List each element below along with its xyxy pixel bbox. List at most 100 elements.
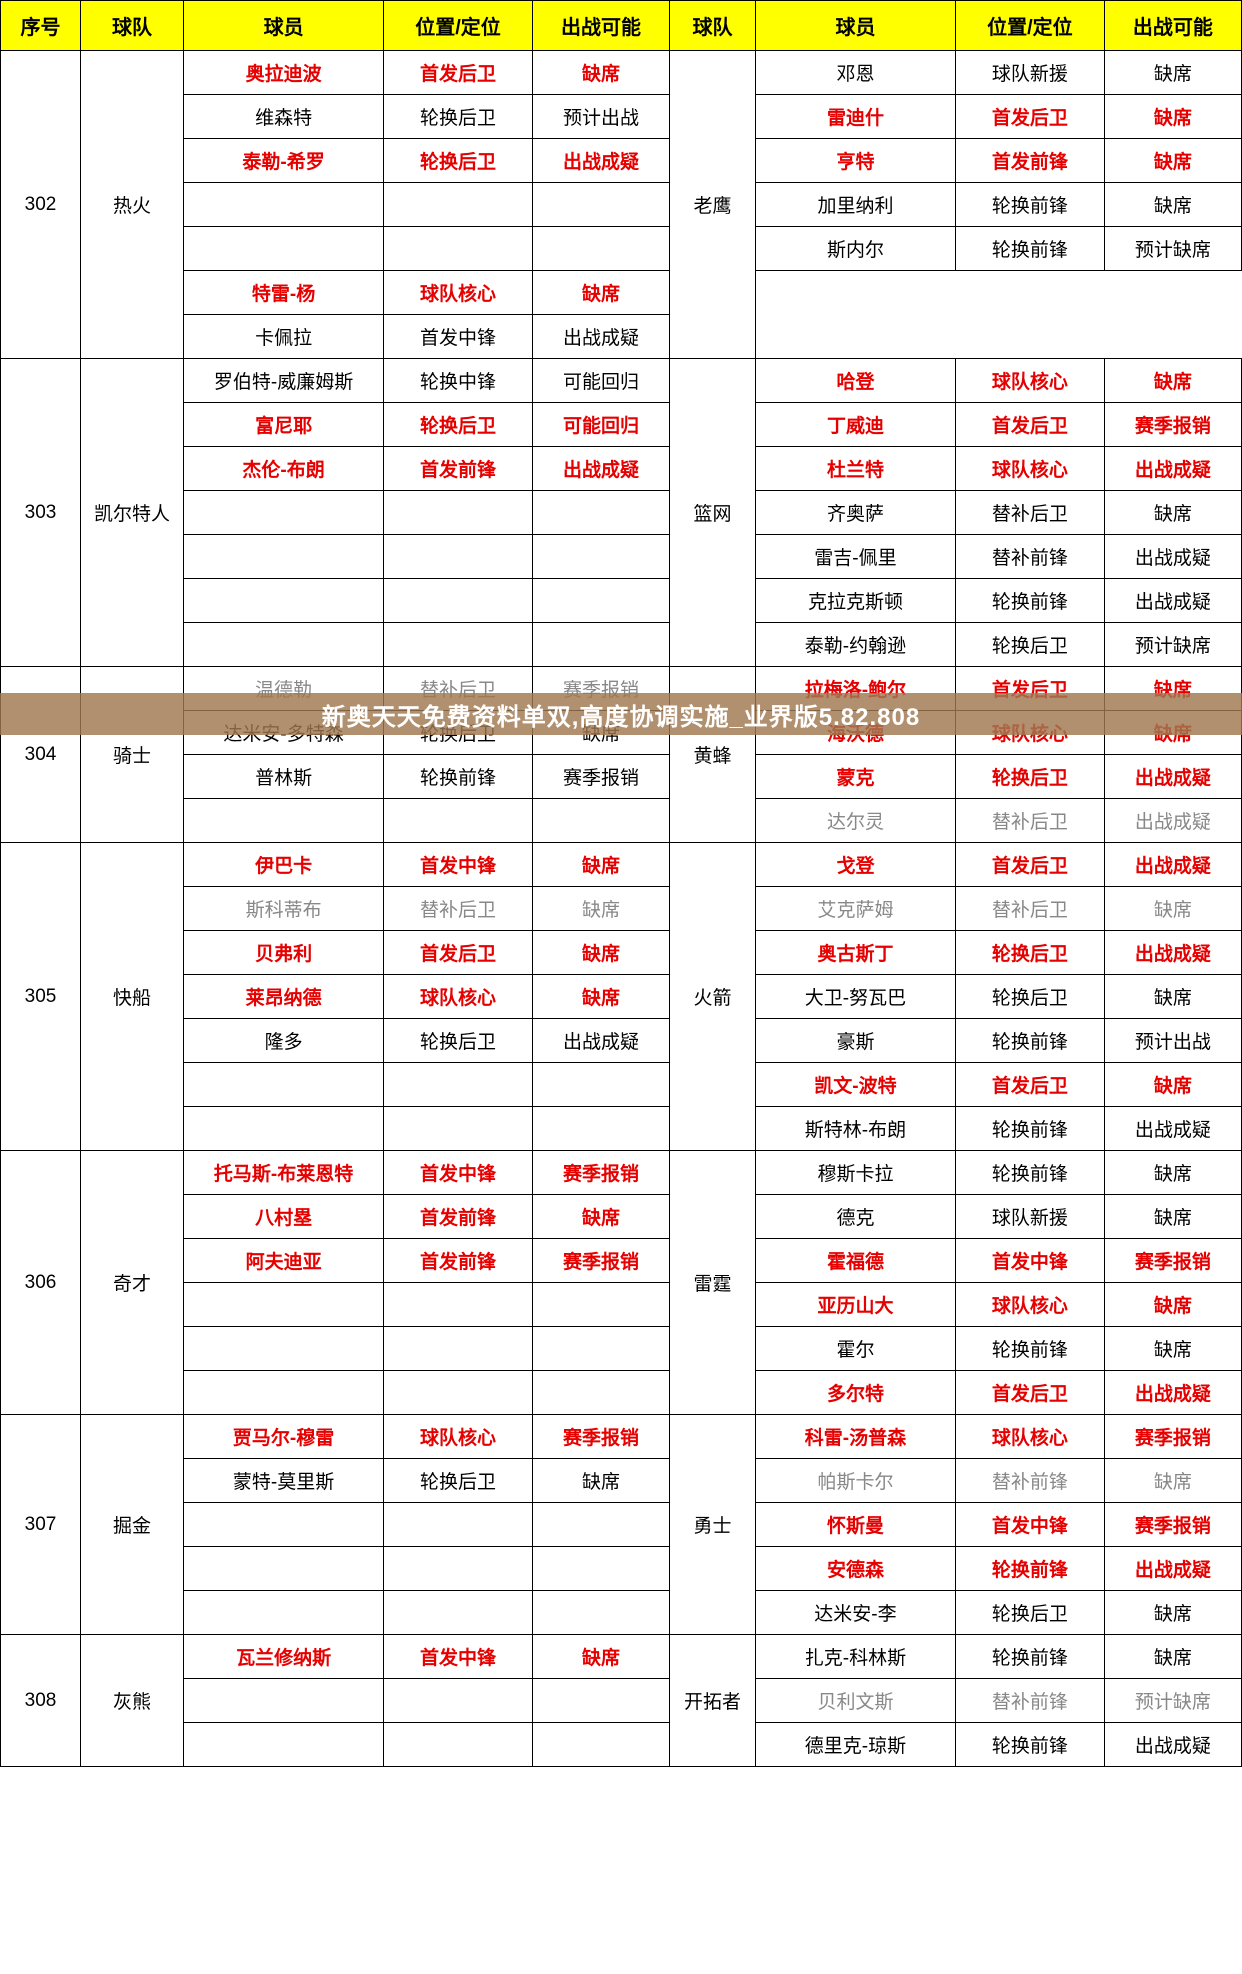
player-cell: 豪斯 (755, 1019, 955, 1063)
status-cell: 出战成疑 (1104, 1547, 1241, 1591)
status-cell: 缺席 (1104, 667, 1241, 711)
player-cell: 科雷-汤普森 (755, 1415, 955, 1459)
table-row: 泰勒-希罗轮换后卫出战成疑亨特首发前锋缺席 (1, 139, 1242, 183)
pos-cell (384, 1107, 533, 1151)
pos-cell (384, 1723, 533, 1767)
pos-cell: 轮换后卫 (384, 1019, 533, 1063)
table-row: 多尔特首发后卫出战成疑 (1, 1371, 1242, 1415)
player-cell: 达米安-多特森 (184, 711, 384, 755)
status-cell: 缺席 (532, 931, 669, 975)
status-cell: 出战成疑 (1104, 931, 1241, 975)
status-cell: 赛季报销 (532, 1239, 669, 1283)
status-cell: 出战成疑 (1104, 755, 1241, 799)
team-cell: 老鹰 (670, 51, 756, 359)
player-cell: 卡佩拉 (184, 315, 384, 359)
status-cell: 缺席 (532, 1635, 669, 1679)
player-cell: 亨特 (755, 139, 955, 183)
player-cell (184, 1723, 384, 1767)
player-cell: 怀斯曼 (755, 1503, 955, 1547)
player-cell: 斯特林-布朗 (755, 1107, 955, 1151)
table-row: 303凯尔特人罗伯特-威廉姆斯轮换中锋可能回归篮网哈登球队核心缺席 (1, 359, 1242, 403)
status-cell: 出战成疑 (1104, 1107, 1241, 1151)
player-cell (184, 1503, 384, 1547)
status-cell: 预计出战 (1104, 1019, 1241, 1063)
pos-cell: 首发中锋 (384, 1635, 533, 1679)
pos-cell: 替补前锋 (956, 535, 1105, 579)
pos-cell: 轮换前锋 (956, 1019, 1105, 1063)
pos-cell: 轮换前锋 (956, 579, 1105, 623)
status-cell: 缺席 (1104, 1459, 1241, 1503)
pos-cell: 首发中锋 (956, 1239, 1105, 1283)
player-cell: 雷迪什 (755, 95, 955, 139)
status-cell (532, 1107, 669, 1151)
status-cell: 赛季报销 (1104, 403, 1241, 447)
seq-cell: 308 (1, 1635, 81, 1767)
player-cell: 蒙克 (755, 755, 955, 799)
table-row: 富尼耶轮换后卫可能回归丁威迪首发后卫赛季报销 (1, 403, 1242, 447)
pos-cell: 球队新援 (956, 1195, 1105, 1239)
pos-cell: 轮换前锋 (956, 1327, 1105, 1371)
player-cell: 哈登 (755, 359, 955, 403)
table-row: 齐奥萨替补后卫缺席 (1, 491, 1242, 535)
seq-cell: 302 (1, 51, 81, 359)
team-cell: 雷霆 (670, 1151, 756, 1415)
status-cell: 缺席 (1104, 1327, 1241, 1371)
status-cell: 出战成疑 (1104, 799, 1241, 843)
player-cell: 阿夫迪亚 (184, 1239, 384, 1283)
status-cell: 缺席 (532, 887, 669, 931)
pos-cell: 首发前锋 (384, 447, 533, 491)
table-row: 306奇才托马斯-布莱恩特首发中锋赛季报销雷霆穆斯卡拉轮换前锋缺席 (1, 1151, 1242, 1195)
col-header: 序号 (1, 1, 81, 51)
player-cell (184, 1679, 384, 1723)
pos-cell: 轮换后卫 (384, 711, 533, 755)
pos-cell (384, 1371, 533, 1415)
status-cell: 缺席 (1104, 51, 1241, 95)
seq-cell: 305 (1, 843, 81, 1151)
status-cell (532, 1679, 669, 1723)
team-cell: 黄蜂 (670, 667, 756, 843)
pos-cell: 轮换后卫 (384, 95, 533, 139)
player-cell (184, 1107, 384, 1151)
team-cell: 篮网 (670, 359, 756, 667)
team-cell: 灰熊 (81, 1635, 184, 1767)
status-cell: 预计缺席 (1104, 1679, 1241, 1723)
player-cell: 瓦兰修纳斯 (184, 1635, 384, 1679)
pos-cell: 轮换后卫 (956, 975, 1105, 1019)
pos-cell: 轮换后卫 (956, 623, 1105, 667)
status-cell (532, 491, 669, 535)
pos-cell: 球队核心 (956, 1283, 1105, 1327)
pos-cell: 轮换后卫 (384, 1459, 533, 1503)
pos-cell (384, 579, 533, 623)
pos-cell: 首发中锋 (956, 1503, 1105, 1547)
col-header: 位置/定位 (384, 1, 533, 51)
player-cell: 海沃德 (755, 711, 955, 755)
status-cell (532, 1063, 669, 1107)
status-cell: 预计缺席 (1104, 227, 1241, 271)
table-wrap: 序号球队球员位置/定位出战可能球队球员位置/定位出战可能 302热火奥拉迪波首发… (0, 0, 1242, 1767)
status-cell: 赛季报销 (532, 667, 669, 711)
player-cell (184, 1283, 384, 1327)
status-cell: 缺席 (1104, 1635, 1241, 1679)
table-row: 雷吉-佩里替补前锋出战成疑 (1, 535, 1242, 579)
table-row: 杰伦-布朗首发前锋出战成疑杜兰特球队核心出战成疑 (1, 447, 1242, 491)
status-cell: 缺席 (1104, 183, 1241, 227)
status-cell (532, 579, 669, 623)
status-cell: 缺席 (1104, 139, 1241, 183)
player-cell: 加里纳利 (755, 183, 955, 227)
pos-cell: 轮换前锋 (956, 1151, 1105, 1195)
player-cell: 霍福德 (755, 1239, 955, 1283)
table-row: 特雷-杨球队核心缺席 (1, 271, 1242, 315)
player-cell: 安德森 (755, 1547, 955, 1591)
pos-cell (384, 623, 533, 667)
status-cell: 缺席 (1104, 1151, 1241, 1195)
status-cell (532, 1327, 669, 1371)
pos-cell: 轮换前锋 (956, 1723, 1105, 1767)
pos-cell: 球队核心 (384, 1415, 533, 1459)
table-row: 凯文-波特首发后卫缺席 (1, 1063, 1242, 1107)
pos-cell: 轮换后卫 (956, 1591, 1105, 1635)
player-cell (184, 1063, 384, 1107)
player-cell: 穆斯卡拉 (755, 1151, 955, 1195)
pos-cell: 球队核心 (384, 271, 533, 315)
seq-cell: 303 (1, 359, 81, 667)
pos-cell: 首发后卫 (956, 843, 1105, 887)
